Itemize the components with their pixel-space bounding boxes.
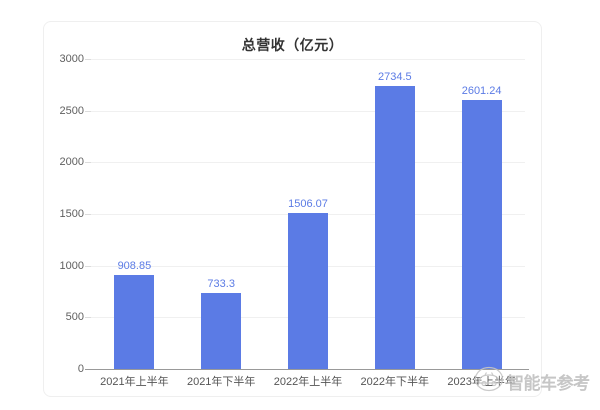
y-axis-label: 1500 — [59, 208, 84, 220]
bar[interactable] — [114, 275, 155, 369]
x-axis-line — [85, 369, 529, 370]
bar-value-label: 733.3 — [207, 278, 235, 291]
x-axis-label: 2022年上半年 — [273, 376, 343, 388]
chart-card: 总营收（亿元） 0 500 1000 1500 2000 2500 3000 908.85 73… — [43, 21, 542, 397]
bar[interactable] — [461, 100, 502, 369]
chart-title: 总营收（亿元） — [241, 37, 344, 53]
gridline — [91, 162, 525, 164]
bar-value-label: 2601.24 — [461, 85, 502, 98]
bar-chart: 0 500 1000 1500 2000 2500 3000 908.85 733.3 1506.… — [60, 53, 529, 388]
y-axis-tick — [85, 265, 91, 267]
bar[interactable] — [374, 86, 415, 369]
gridline — [91, 110, 525, 112]
x-axis-label: 2021年下半年 — [186, 376, 256, 388]
x-axis-label: 2022年下半年 — [360, 376, 430, 388]
x-axis-label: 2021年上半年 — [100, 376, 169, 388]
y-axis-tick — [85, 162, 91, 164]
bar-value-label: 2734.5 — [377, 71, 412, 84]
y-axis-label: 2000 — [59, 156, 84, 169]
y-axis-label: 3000 — [59, 53, 84, 65]
y-axis-tick — [85, 110, 91, 112]
y-axis-tick — [85, 59, 91, 60]
watermark-text: 智能车参考 — [507, 373, 590, 393]
y-axis-label: 1000 — [59, 259, 84, 272]
y-axis-label: 2500 — [59, 104, 84, 117]
y-axis-label: 500 — [65, 311, 84, 324]
bar[interactable] — [288, 213, 328, 369]
car-logo-icon — [474, 366, 504, 397]
y-axis-tick — [85, 214, 91, 215]
watermark: 智能车参考 — [474, 366, 590, 397]
y-axis-label: 0 — [77, 363, 84, 375]
gridline — [91, 59, 525, 60]
bar-value-label: 1506.07 — [288, 198, 328, 211]
bar[interactable] — [201, 293, 242, 369]
bar-value-label: 908.85 — [117, 260, 152, 273]
y-axis-tick — [85, 317, 91, 319]
